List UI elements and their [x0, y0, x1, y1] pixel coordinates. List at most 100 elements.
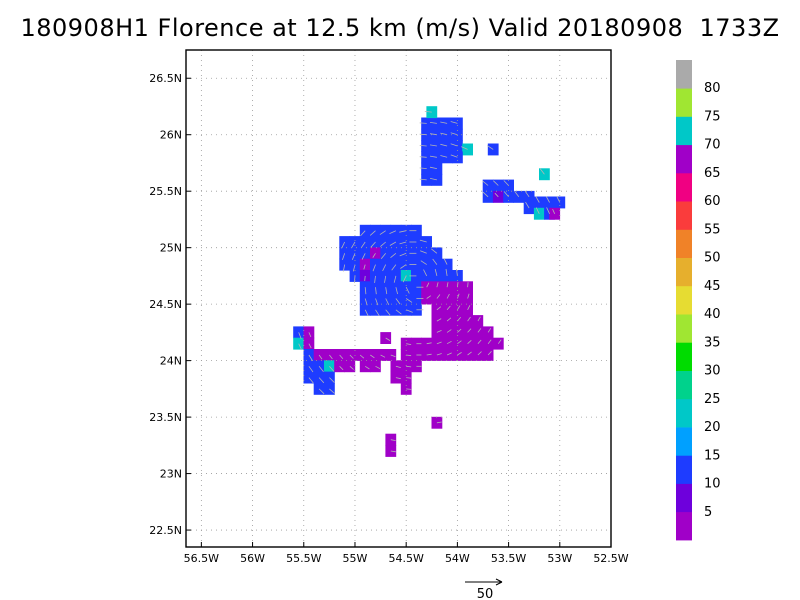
- wind-vector: [406, 354, 412, 357]
- wind-vector: [385, 309, 391, 316]
- wind-vector: [420, 250, 427, 254]
- colorbar-label: 35: [704, 335, 721, 350]
- wind-vector: [406, 388, 412, 390]
- wind-cell: [441, 128, 453, 141]
- wind-cell: [482, 179, 494, 192]
- wind-vector: [436, 282, 439, 288]
- wind-cell: [441, 270, 453, 282]
- x-axis-ticks: 56.5W 56W 55.5W 55W 54.5W 54W 53.5W 53W 52.5W: [184, 542, 629, 565]
- colorbar-swatch: [676, 201, 692, 230]
- wind-vector: [342, 253, 346, 261]
- colorbar-swatch: [676, 342, 692, 371]
- wind-vector: [419, 122, 427, 124]
- wind-vector: [436, 330, 442, 333]
- wind-vector: [429, 122, 437, 124]
- wind-vector: [503, 180, 509, 186]
- wind-cell: [523, 202, 535, 215]
- wind-vector: [390, 252, 397, 259]
- wind-vector: [390, 450, 396, 453]
- colorbar-swatch: [676, 229, 692, 258]
- x-tick-label: 55.5W: [286, 552, 321, 565]
- wind-cell: [431, 247, 443, 260]
- wind-cell: [431, 140, 443, 152]
- wind-cell: [385, 349, 397, 361]
- wind-cell: [452, 128, 463, 141]
- colorbar-swatch: [676, 483, 692, 513]
- wind-vector: [457, 340, 462, 345]
- wind-vector: [318, 366, 324, 373]
- wind-cell: [431, 117, 443, 130]
- wind-vector: [446, 293, 450, 299]
- wind-cell: [492, 179, 504, 192]
- wind-vector: [514, 190, 520, 198]
- wind-cell: [385, 445, 397, 457]
- colorbar-label: 55: [704, 222, 721, 237]
- wind-vector: [370, 354, 375, 359]
- wind-vector: [298, 332, 302, 340]
- wind-vector: [400, 264, 407, 269]
- wind-cell: [390, 360, 402, 373]
- wind-vector: [467, 305, 471, 310]
- wind-vector: [457, 293, 460, 299]
- wind-cell: [452, 281, 463, 294]
- y-axis-ticks: 22.5N 23N 23.5N 24N 24.5N 25N 25.5N 26N 26.5N: [149, 72, 191, 537]
- wind-cell: [334, 360, 345, 373]
- wind-cell: [303, 360, 315, 373]
- wind-cell: [421, 281, 432, 294]
- wind-vector: [445, 268, 448, 276]
- wind-vector: [420, 260, 427, 265]
- wind-vector: [461, 146, 468, 150]
- wind-vector: [372, 264, 376, 272]
- wind-vector: [329, 354, 333, 360]
- wind-vector: [546, 207, 550, 214]
- wind-vector: [434, 269, 438, 276]
- wind-vector: [552, 209, 556, 214]
- wind-cell: [354, 349, 366, 361]
- wind-vectors: [298, 111, 561, 453]
- wind-vector: [450, 121, 458, 124]
- x-tick-label: 52.5W: [593, 552, 628, 565]
- wind-vector: [375, 365, 381, 369]
- x-tick-label: 55W: [343, 552, 368, 565]
- wind-vector: [364, 309, 369, 317]
- colorbar-label: 10: [704, 477, 721, 492]
- wind-vector: [419, 167, 427, 169]
- wind-vector: [329, 366, 335, 372]
- wind-cell: [421, 337, 432, 350]
- x-tick-label: 54W: [445, 552, 470, 565]
- wind-vector: [406, 377, 412, 379]
- wind-vector: [389, 230, 397, 234]
- colorbar-swatch: [676, 116, 692, 146]
- wind-vector: [318, 388, 325, 395]
- wind-vector: [406, 309, 413, 313]
- wind-vector: [369, 230, 376, 236]
- wind-vector: [525, 201, 530, 209]
- wind-cell: [462, 143, 473, 156]
- wind-vector: [477, 316, 481, 322]
- wind-vector: [308, 377, 314, 384]
- wind-vector: [493, 180, 499, 186]
- wind-cell: [431, 162, 443, 175]
- wind-vector: [487, 351, 492, 356]
- wind-vector: [339, 354, 344, 360]
- wind-vector: [351, 241, 356, 249]
- wind-vector: [360, 241, 366, 249]
- wind-cell: [452, 151, 463, 164]
- wind-vector: [380, 354, 386, 358]
- wind-vector: [375, 298, 379, 306]
- wind-vector: [399, 252, 407, 257]
- wind-vector: [429, 144, 437, 147]
- wind-vector: [467, 340, 472, 344]
- wind-vector: [456, 268, 458, 276]
- wind-vector: [390, 354, 396, 358]
- y-tick-label: 25.5N: [149, 185, 182, 198]
- wind-vector: [419, 145, 427, 147]
- wind-cell: [462, 281, 473, 294]
- wind-cell: [400, 337, 412, 350]
- reference-arrow-head: [495, 578, 503, 586]
- wind-cell: [431, 258, 443, 271]
- wind-vector: [524, 190, 530, 198]
- wind-vector: [423, 269, 428, 277]
- x-tick-label: 54.5W: [388, 552, 423, 565]
- wind-cell: [303, 326, 315, 339]
